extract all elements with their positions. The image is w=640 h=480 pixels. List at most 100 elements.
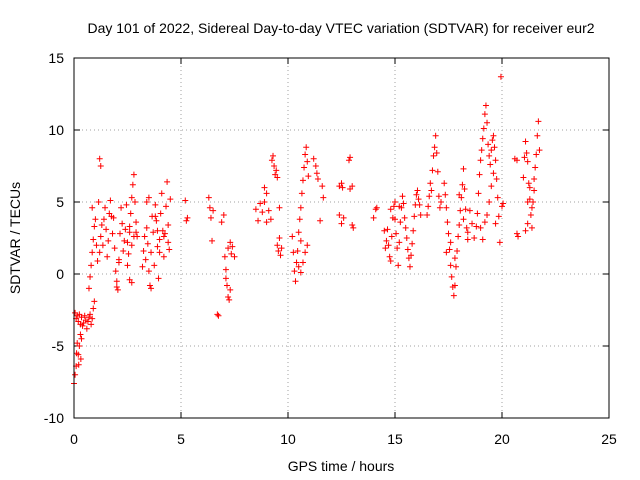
data-point [396,203,403,210]
data-point [267,216,274,223]
data-point [404,246,411,253]
data-point [527,211,534,218]
data-point [490,170,497,177]
data-point [424,211,431,218]
data-point [479,135,486,142]
data-point [339,184,346,191]
data-point [156,249,163,256]
data-point [522,227,529,234]
data-point [228,250,235,257]
data-point [113,278,120,285]
data-point [271,163,278,169]
data-point [443,204,450,211]
data-point [293,259,300,266]
data-point [157,210,164,217]
data-point [182,197,189,204]
data-point [299,259,306,266]
data-point [277,252,284,259]
data-point [427,180,434,187]
data-point [302,151,309,158]
data-point [463,224,470,231]
data-point [340,214,347,221]
data-point [111,245,118,252]
data-point [500,200,507,207]
data-point [444,219,451,226]
data-point [205,194,212,201]
data-point [158,190,165,197]
data-point [394,245,401,252]
data-point [297,269,304,276]
data-point [413,191,420,198]
data-point [464,229,471,236]
data-point [85,285,92,292]
data-point [395,262,402,269]
data-point [297,204,304,211]
data-point [100,216,107,223]
data-point [133,219,140,226]
data-point [450,292,457,299]
data-point [128,194,135,201]
data-point [160,233,167,240]
data-point [146,282,153,289]
data-point [124,262,131,269]
plot-frame [73,57,610,419]
y-tick-labels: -10 -5 0 5 10 15 [44,50,64,426]
data-point [522,138,529,145]
x-tick-labels: 0 5 10 15 20 25 [70,431,617,447]
data-point [91,223,98,230]
data-point [414,187,421,194]
data-point [442,191,449,198]
data-point [462,206,469,213]
x-tick-label: 0 [70,431,78,447]
data-point [163,203,170,210]
data-point [105,237,112,244]
data-point [297,237,304,244]
data-point [493,175,500,182]
data-point [261,184,268,191]
data-point [121,237,128,244]
data-point [390,203,397,210]
data-point [259,209,266,216]
data-point [381,227,388,234]
data-point [119,220,126,227]
data-point [513,230,520,237]
data-point [295,229,302,236]
data-point [441,180,448,187]
data-point [278,245,285,252]
data-point [396,239,403,246]
data-point [104,253,111,260]
data-point [140,247,147,254]
data-point [447,239,454,246]
data-point [165,222,172,229]
data-point [520,174,527,181]
data-point [123,201,130,208]
y-tick-label: 5 [56,194,64,210]
data-point [416,201,423,208]
data-point [451,255,458,262]
data-point [220,211,227,218]
data-point [125,250,132,257]
data-point [97,233,104,240]
data-point [225,245,232,252]
data-point [145,268,152,275]
data-point [102,204,109,211]
data-point [489,137,496,144]
data-point [130,171,137,178]
data-point [451,282,458,289]
data-point [118,204,125,211]
y-tick-label: 15 [48,50,64,66]
data-point [165,239,172,246]
data-point [75,351,82,358]
data-point [129,181,136,188]
data-point [218,219,225,226]
data-point [289,233,296,240]
data-point [142,256,149,263]
data-point [148,249,155,256]
data-point [299,177,306,184]
data-point [484,211,491,218]
data-point [388,233,395,240]
data-point [466,207,473,214]
y-tick-label: -5 [52,338,65,354]
data-point [475,190,482,197]
